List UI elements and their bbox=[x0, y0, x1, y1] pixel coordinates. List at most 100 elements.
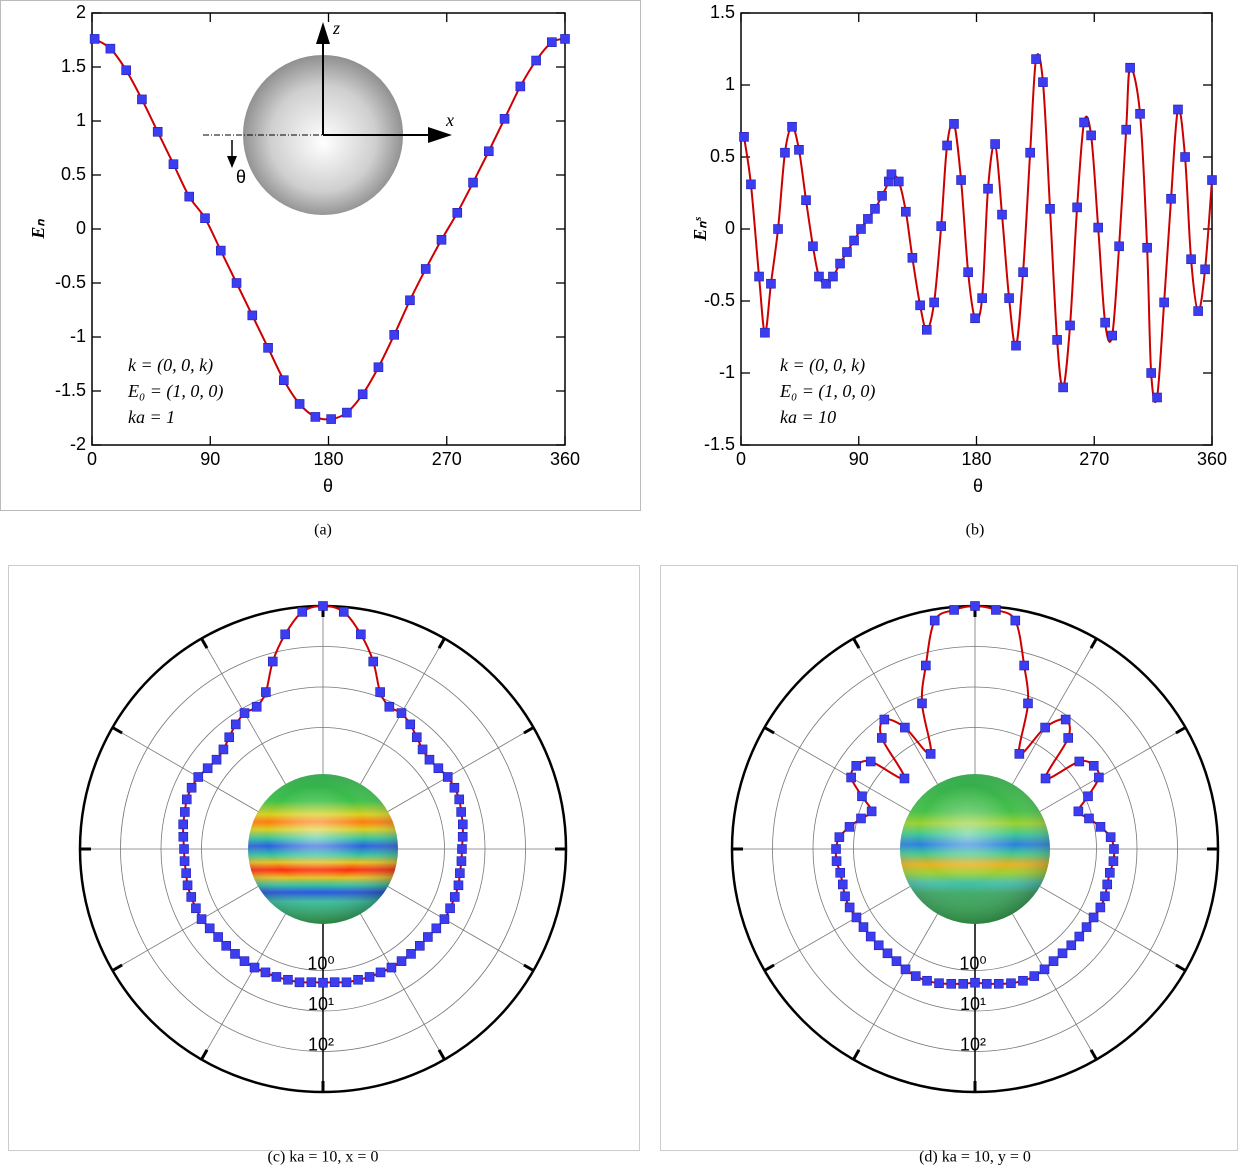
data-marker bbox=[1159, 297, 1169, 308]
theta-tick bbox=[852, 637, 861, 649]
y-tick-label: -0.5 bbox=[704, 290, 735, 310]
x-tick-label: 90 bbox=[849, 449, 869, 469]
data-marker bbox=[1029, 971, 1040, 981]
data-marker bbox=[342, 407, 352, 418]
data-marker bbox=[249, 962, 260, 973]
theta-tick bbox=[763, 726, 775, 735]
data-marker bbox=[357, 389, 368, 400]
data-marker bbox=[405, 295, 415, 306]
data-marker bbox=[1018, 267, 1028, 278]
data-marker bbox=[105, 43, 116, 54]
arrow-head bbox=[428, 127, 452, 143]
data-marker bbox=[851, 761, 862, 771]
data-marker bbox=[375, 687, 385, 697]
data-marker bbox=[279, 375, 289, 386]
plot-frame bbox=[91, 12, 566, 446]
data-marker bbox=[1107, 330, 1117, 341]
data-marker bbox=[882, 948, 893, 959]
theta-tick bbox=[1175, 963, 1187, 972]
data-marker bbox=[200, 213, 210, 223]
data-marker bbox=[1040, 722, 1050, 733]
data-marker bbox=[181, 794, 192, 805]
data-marker bbox=[1019, 660, 1029, 671]
data-marker bbox=[865, 756, 876, 767]
data-marker bbox=[956, 175, 966, 185]
data-marker bbox=[436, 235, 447, 245]
data-marker bbox=[970, 977, 980, 988]
inset-label: θ bbox=[236, 167, 246, 187]
data-marker bbox=[483, 146, 494, 157]
data-marker bbox=[247, 310, 258, 321]
data-marker bbox=[179, 856, 190, 866]
data-marker bbox=[297, 607, 308, 617]
data-marker bbox=[899, 773, 910, 784]
data-marker bbox=[1045, 204, 1055, 214]
data-marker bbox=[900, 964, 911, 975]
data-marker bbox=[921, 324, 932, 335]
data-marker bbox=[186, 892, 197, 902]
x-tick-label: 360 bbox=[550, 449, 580, 469]
data-marker bbox=[858, 922, 869, 932]
data-marker bbox=[1125, 62, 1135, 73]
r-tick-label: 10¹ bbox=[960, 994, 986, 1014]
data-marker bbox=[455, 868, 465, 878]
data-marker bbox=[1065, 320, 1075, 331]
data-marker bbox=[499, 114, 510, 124]
data-marker bbox=[801, 195, 811, 205]
r-tick-label: 10¹ bbox=[308, 994, 334, 1014]
theta-tick bbox=[1175, 726, 1187, 735]
data-marker bbox=[386, 962, 397, 973]
data-marker bbox=[306, 977, 317, 987]
data-marker bbox=[152, 127, 163, 137]
data-marker bbox=[329, 977, 340, 987]
data-marker bbox=[925, 749, 936, 759]
y-axis-label: Eₙˢ bbox=[690, 217, 710, 242]
data-marker bbox=[1084, 813, 1094, 824]
theta-tick bbox=[763, 963, 775, 972]
data-marker bbox=[1039, 964, 1050, 975]
annotation: ka = 10 bbox=[780, 407, 836, 427]
data-marker bbox=[449, 892, 460, 902]
data-marker bbox=[1100, 317, 1110, 328]
data-marker bbox=[456, 856, 467, 866]
data-marker bbox=[224, 732, 235, 743]
data-marker bbox=[458, 819, 468, 830]
data-marker bbox=[531, 55, 541, 66]
data-marker bbox=[1074, 931, 1085, 942]
data-marker bbox=[1146, 368, 1156, 378]
data-marker bbox=[1088, 761, 1099, 771]
data-marker bbox=[981, 979, 992, 989]
data-marker bbox=[1058, 382, 1068, 393]
data-marker bbox=[834, 832, 845, 842]
data-marker bbox=[424, 754, 435, 765]
data-marker bbox=[445, 903, 455, 914]
data-marker bbox=[760, 327, 770, 338]
data-marker bbox=[1018, 975, 1028, 986]
annotation: E₀ = (1, 0, 0) bbox=[127, 381, 223, 402]
y-tick-label: 0 bbox=[725, 218, 735, 238]
x-axis-label: θ bbox=[973, 476, 983, 496]
y-tick-label: -0.5 bbox=[55, 272, 86, 292]
data-marker bbox=[844, 902, 855, 913]
data-marker bbox=[1048, 956, 1059, 966]
data-marker bbox=[389, 330, 399, 340]
data-marker bbox=[1074, 756, 1085, 767]
r-tick-label: 10⁰ bbox=[307, 953, 334, 973]
data-marker bbox=[417, 744, 428, 755]
data-marker bbox=[949, 605, 959, 615]
data-marker bbox=[990, 139, 1000, 149]
data-marker bbox=[1083, 791, 1093, 802]
y-tick-label: -2 bbox=[70, 434, 86, 454]
caption: (b) bbox=[966, 522, 985, 539]
data-marker bbox=[835, 867, 845, 878]
data-marker bbox=[1038, 77, 1048, 87]
data-marker bbox=[1081, 922, 1092, 932]
data-marker bbox=[946, 979, 957, 989]
data-marker bbox=[231, 278, 242, 288]
data-marker bbox=[411, 732, 422, 743]
data-marker bbox=[251, 701, 262, 712]
data-marker bbox=[179, 844, 189, 854]
data-marker bbox=[1063, 733, 1073, 743]
data-marker bbox=[89, 34, 100, 44]
